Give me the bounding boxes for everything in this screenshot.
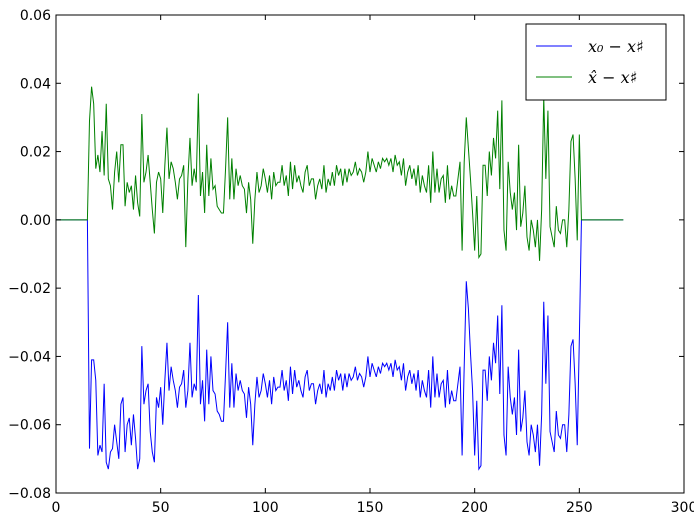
x-tick-label: 0 (52, 500, 61, 516)
ticks-layer: 0 50 100 150 200 250 300 −0.08 −0.06 −0.04 −0.02 0.… (8, 8, 694, 516)
y-tick-label: −0.06 (8, 418, 51, 434)
legend-label: x₀ − x♯ (588, 37, 644, 56)
x-tick-label: 200 (461, 500, 488, 516)
series-line-2 (56, 86, 624, 261)
legend-box (525, 23, 667, 101)
series-line-1 (56, 219, 624, 471)
x-tick-label: 300 (671, 500, 694, 516)
x-tick-label: 50 (152, 500, 170, 516)
legend: x₀ − x♯ x̂ − x♯ (525, 23, 667, 101)
y-tick-label: 0.04 (20, 76, 51, 92)
x-tick-label: 250 (566, 500, 593, 516)
y-tick-label: −0.04 (8, 349, 51, 365)
y-tick-label: 0.06 (20, 8, 51, 24)
x-tick-label: 150 (357, 500, 384, 516)
series-layer (56, 86, 624, 471)
y-tick-label: −0.02 (8, 281, 51, 297)
y-tick-label: −0.08 (8, 486, 51, 502)
x-tick-label: 100 (252, 500, 279, 516)
y-tick-label: 0.02 (20, 145, 51, 161)
legend-label: x̂ − x♯ (588, 68, 637, 87)
y-tick-label: 0.00 (20, 213, 51, 229)
